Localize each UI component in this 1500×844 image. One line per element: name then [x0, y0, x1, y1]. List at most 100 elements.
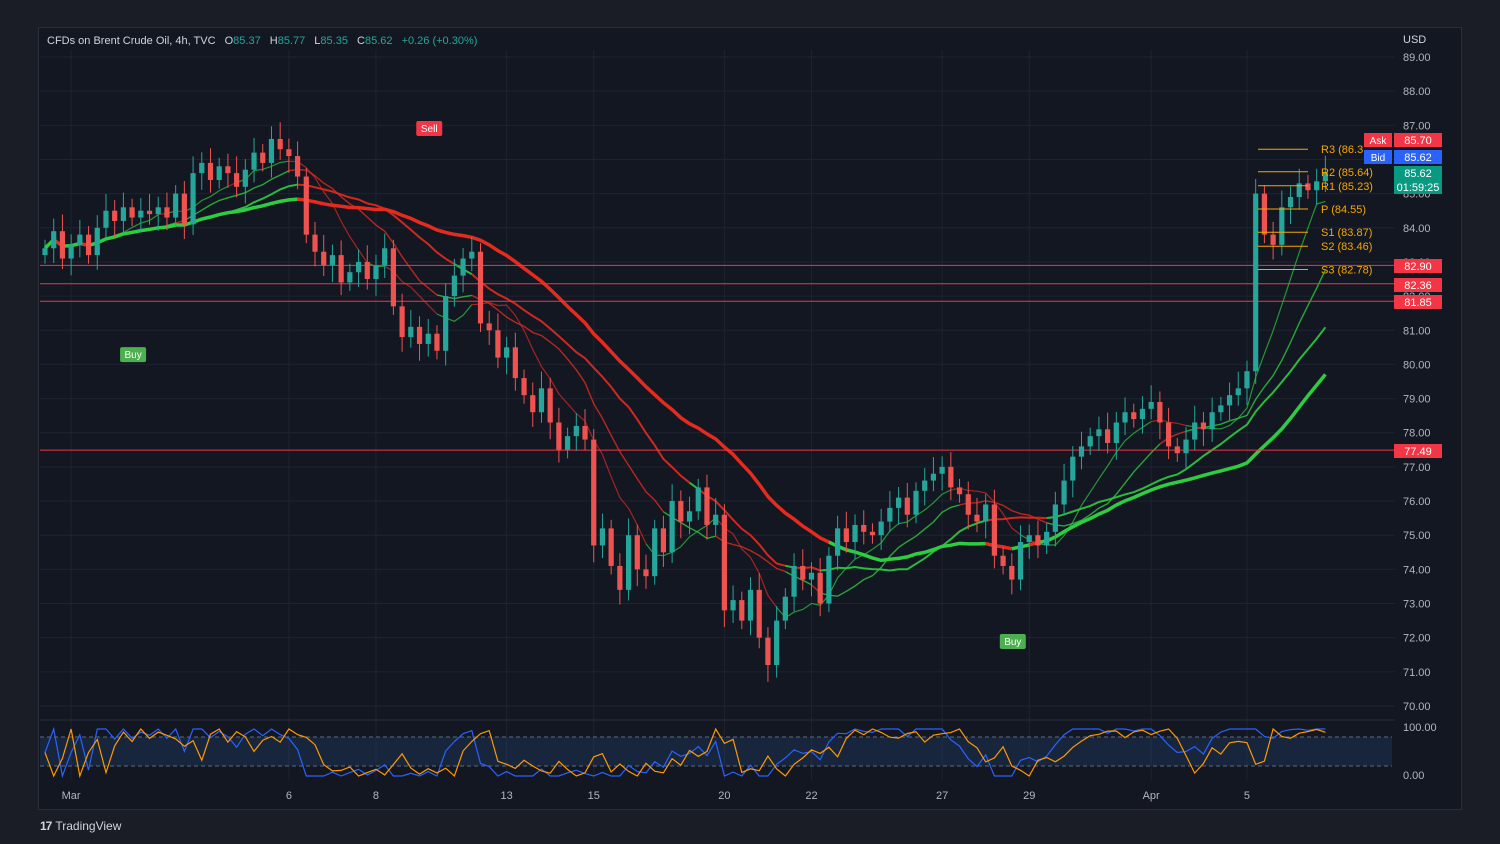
y-tick-label: 89.00 — [1403, 52, 1431, 64]
candle-body — [355, 261, 362, 273]
candle-body — [678, 501, 684, 522]
candle-body — [747, 589, 754, 621]
candle-body — [382, 248, 388, 266]
moving-average-line — [1037, 373, 1327, 545]
candle-body — [652, 528, 658, 577]
candle-body — [1305, 183, 1311, 191]
y-tick-label: 72.00 — [1403, 633, 1431, 645]
candle-body — [1017, 542, 1024, 580]
candle-body — [190, 173, 196, 225]
pivot-label: S3 (82.78) — [1321, 264, 1372, 276]
candle-body — [181, 193, 187, 225]
candle-body — [625, 535, 632, 590]
candle-body — [146, 210, 153, 215]
candle-body — [207, 162, 214, 180]
moving-average-line — [436, 304, 473, 322]
price-tag-label-bg — [1364, 150, 1392, 164]
x-tick-label: 13 — [501, 790, 513, 802]
candle-body — [469, 251, 475, 259]
pivot-label: R1 (85.23) — [1321, 181, 1373, 193]
candle-body — [1000, 555, 1006, 566]
candle-body — [164, 207, 170, 218]
candle-body — [434, 333, 440, 351]
tradingview-name: TradingView — [55, 819, 122, 833]
signal-badge — [999, 634, 1026, 650]
x-tick-label: 5 — [1244, 790, 1250, 802]
candle-body — [512, 347, 518, 379]
price-tag-bg — [1394, 133, 1442, 147]
candle-body — [1087, 436, 1093, 447]
candle-body — [460, 258, 466, 276]
pivot-label: S2 (83.46) — [1321, 241, 1372, 253]
moving-average-line — [471, 273, 691, 484]
price-tag-value: 85.70 — [1404, 135, 1432, 147]
candle-body — [800, 565, 806, 580]
candle-body — [1200, 422, 1207, 430]
candle-body — [547, 388, 553, 423]
candle-body — [974, 514, 980, 522]
candle-body — [199, 162, 205, 174]
price-tag-bg — [1394, 150, 1442, 164]
price-tag-bg — [1394, 180, 1442, 194]
candle-body — [225, 166, 231, 174]
candle-body — [408, 326, 414, 338]
price-tag-value: 81.85 — [1404, 297, 1432, 309]
y-tick-label: 78.00 — [1403, 428, 1431, 440]
price-tag-value: 85.62 — [1404, 152, 1432, 164]
y-tick-label: 75.00 — [1403, 530, 1431, 542]
price-tag-bg — [1394, 166, 1442, 180]
candle-body — [112, 210, 118, 221]
candle-body — [216, 166, 222, 180]
candle-body — [721, 514, 727, 611]
candle-body — [77, 234, 83, 245]
candle-body — [103, 210, 109, 228]
candle-body — [887, 507, 893, 522]
tradingview-logo[interactable]: 17 TradingView — [40, 819, 121, 833]
moving-average-line — [1203, 200, 1326, 430]
candle-body — [329, 255, 336, 266]
candle-body — [1296, 183, 1302, 198]
candle-body — [486, 323, 492, 331]
candle-body — [1113, 422, 1119, 443]
candle-body — [416, 326, 423, 344]
candle-body — [869, 531, 876, 536]
moving-average-line — [959, 500, 1047, 524]
y-tick-label: 71.00 — [1403, 667, 1431, 679]
currency-label: USD — [1403, 34, 1427, 46]
candle-body — [565, 436, 571, 450]
moving-average-line — [471, 294, 664, 513]
candle-body — [1096, 429, 1102, 437]
candle-body — [1244, 371, 1250, 389]
moving-average-line — [297, 197, 830, 544]
candle-body — [1009, 565, 1015, 580]
open-label: O — [224, 35, 234, 47]
x-tick-label: Apr — [1143, 790, 1160, 802]
candle-body — [643, 569, 649, 577]
candle-body — [704, 487, 710, 525]
candle-body — [1279, 207, 1285, 245]
x-tick-label: Mar — [62, 790, 81, 802]
close-value: 85.62 — [364, 35, 393, 47]
candle-body — [1052, 504, 1058, 532]
candle-body — [321, 251, 327, 266]
y-tick-label: 79.00 — [1403, 394, 1431, 406]
moving-average-line — [820, 519, 987, 572]
price-tag-label: Bid — [1371, 153, 1385, 164]
moving-average-line — [794, 566, 821, 572]
candle-body — [1070, 456, 1076, 481]
price-tag-label-bg — [1364, 133, 1392, 147]
candle-body — [59, 231, 66, 259]
candle-body — [686, 511, 693, 522]
price-tag-bg — [1394, 278, 1442, 292]
candle-body — [521, 378, 527, 396]
candle-body — [913, 490, 919, 515]
candle-body — [608, 528, 614, 566]
candle-body — [556, 422, 562, 450]
candle-body — [530, 395, 536, 413]
candle-body — [852, 524, 858, 543]
candle-body — [68, 244, 74, 259]
y-tick-label: 80.00 — [1403, 359, 1431, 371]
candle-body — [312, 234, 318, 252]
moving-average-line — [471, 301, 647, 545]
